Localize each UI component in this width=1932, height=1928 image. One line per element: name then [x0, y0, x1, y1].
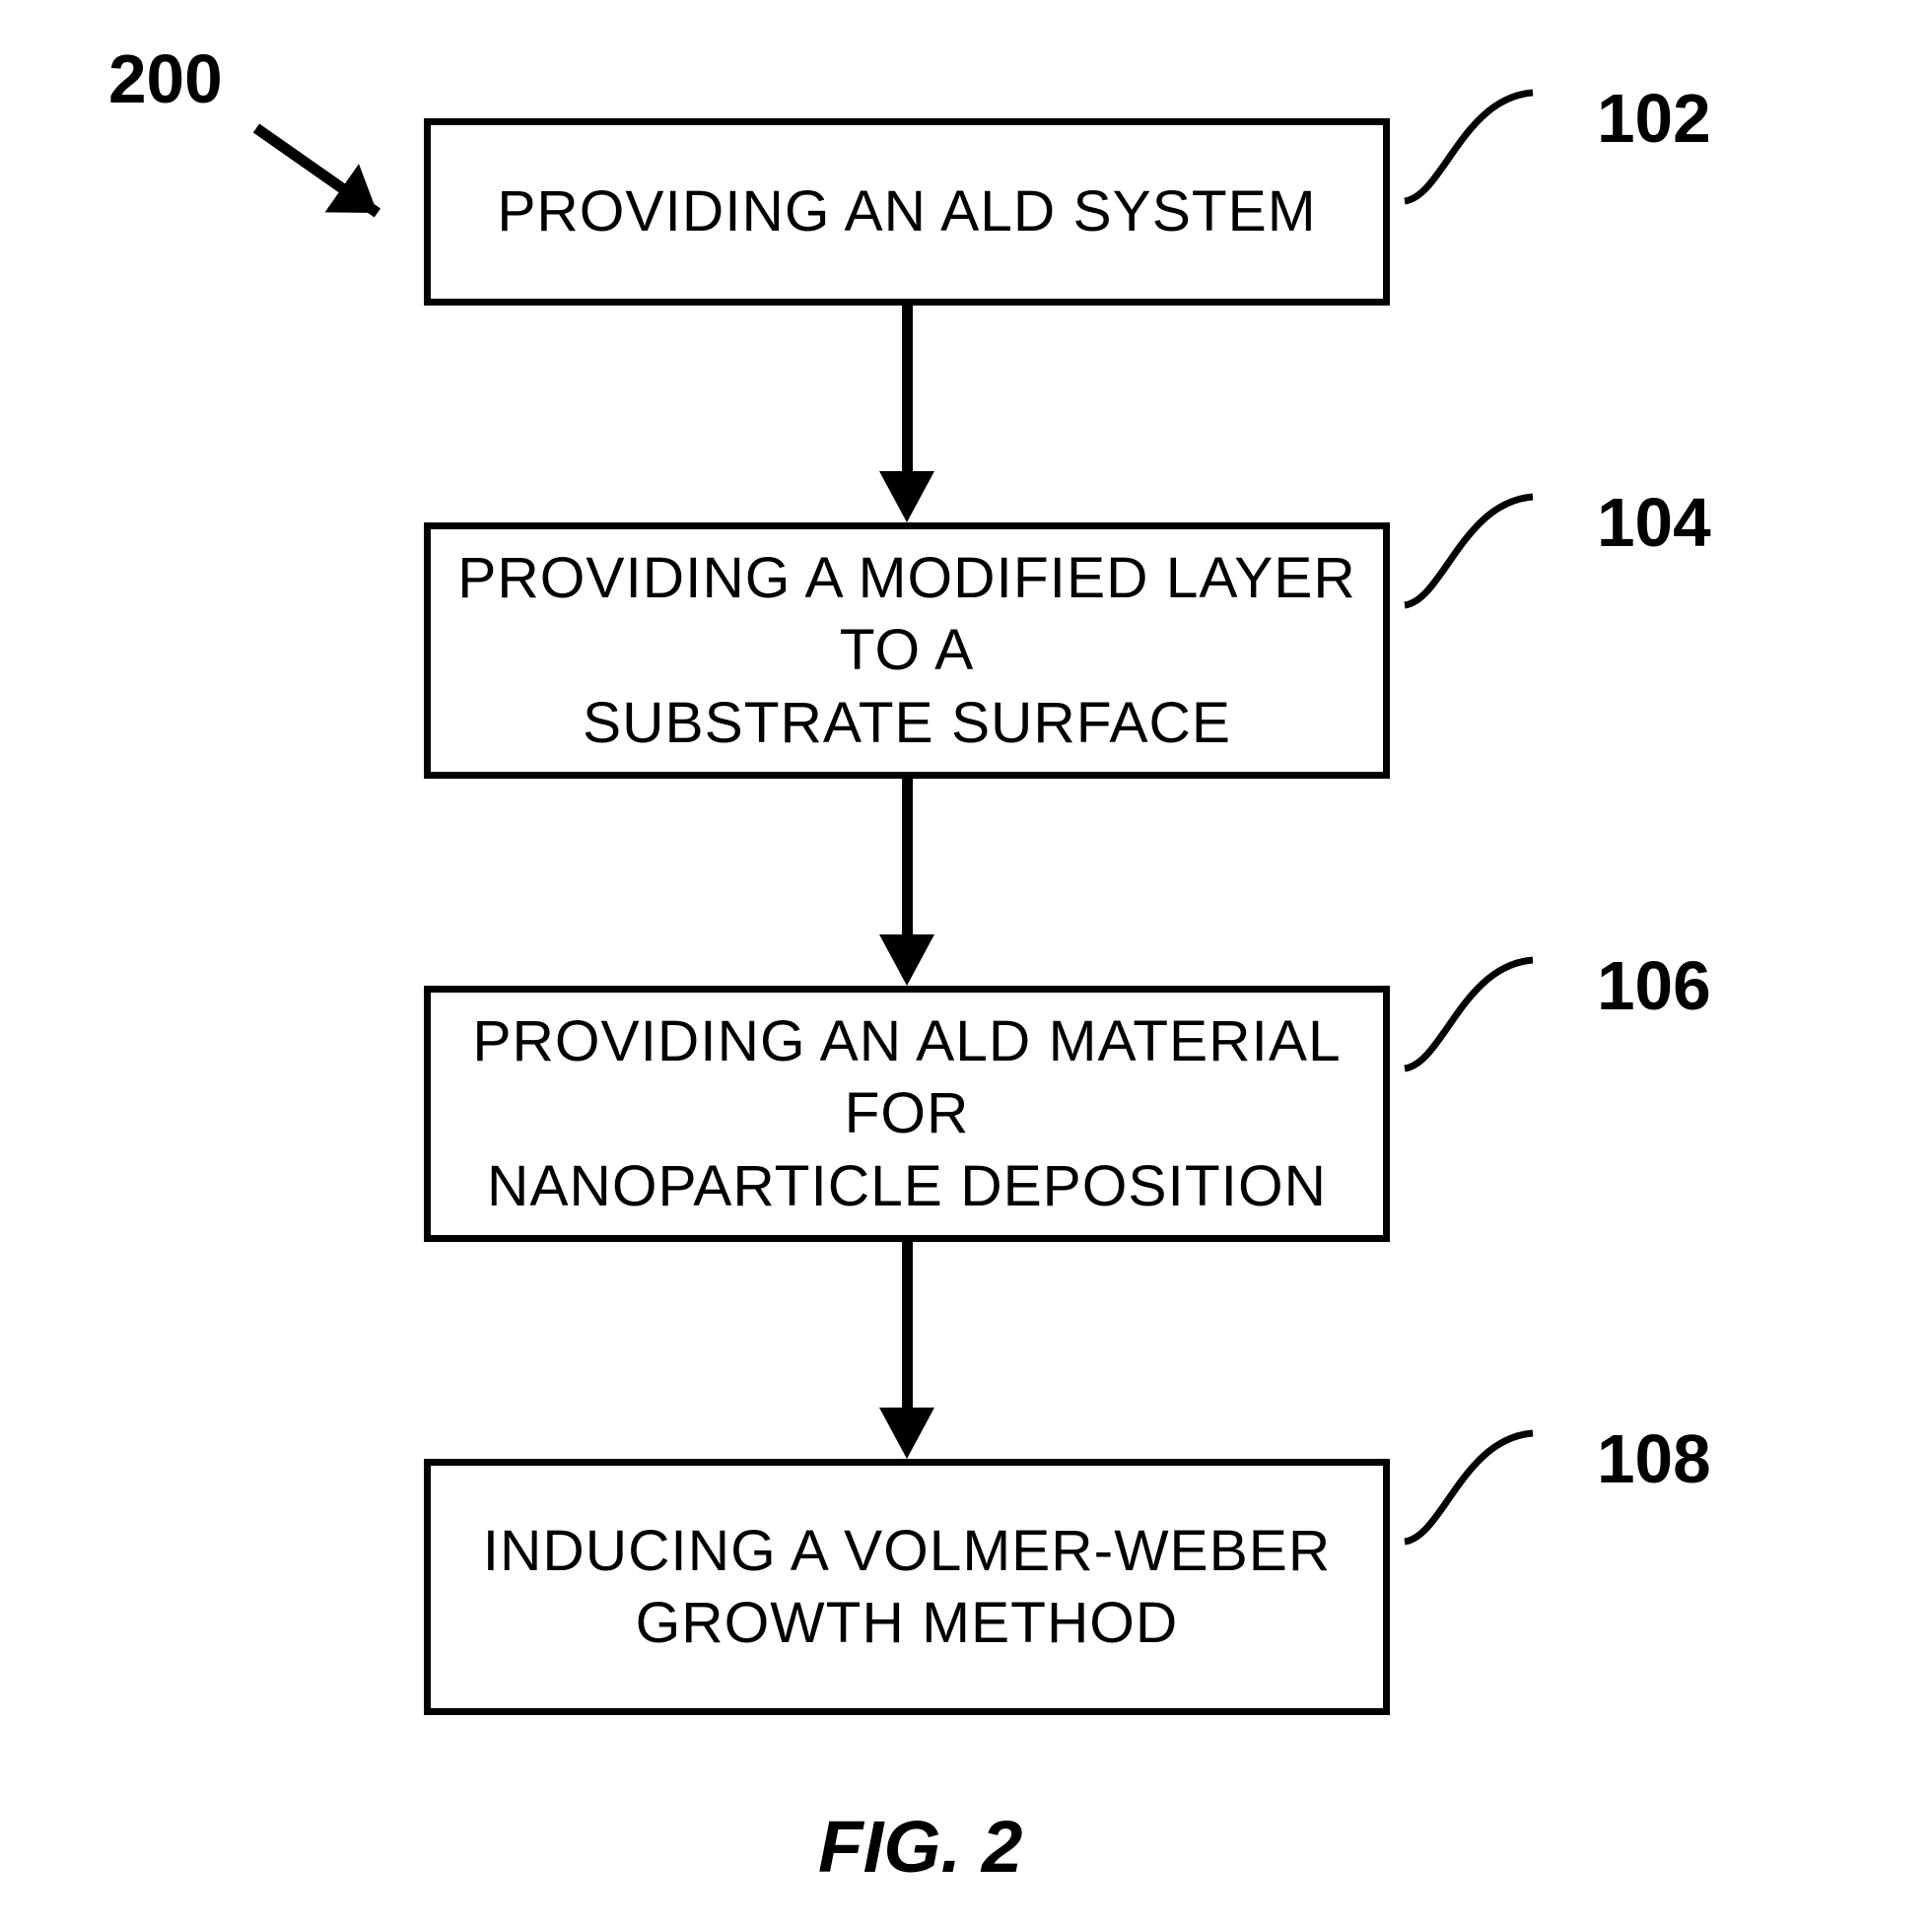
flow-arrow-3 — [902, 1242, 913, 1408]
flowchart-step-106: PROVIDING AN ALD MATERIAL FOR NANOPARTIC… — [424, 986, 1390, 1242]
flowchart-step-108: INDUCING A VOLMER-WEBER GROWTH METHOD — [424, 1459, 1390, 1715]
flow-arrow-head-1 — [879, 471, 934, 522]
flow-arrow-1 — [902, 306, 913, 471]
flow-arrow-head-2 — [879, 934, 934, 986]
flowchart-step-text: INDUCING A VOLMER-WEBER GROWTH METHOD — [483, 1515, 1332, 1660]
step-ref-106: 106 — [1597, 946, 1711, 1025]
step-ref-108: 108 — [1597, 1419, 1711, 1498]
figure-number: 200 — [108, 39, 223, 118]
flowchart-step-text: PROVIDING AN ALD MATERIAL FOR NANOPARTIC… — [431, 1005, 1383, 1222]
flowchart-step-text: PROVIDING A MODIFIED LAYER TO A SUBSTRAT… — [431, 542, 1383, 759]
ref-connector-106 — [1385, 940, 1552, 1088]
figure-caption: FIG. 2 — [818, 1804, 1022, 1889]
flow-arrow-2 — [902, 779, 913, 934]
ref-connector-104 — [1385, 477, 1552, 625]
ref-connector-102 — [1385, 73, 1552, 221]
flowchart-step-text: PROVIDING AN ALD SYSTEM — [497, 175, 1316, 247]
figure-number-pointer — [237, 108, 444, 315]
flowchart-step-104: PROVIDING A MODIFIED LAYER TO A SUBSTRAT… — [424, 522, 1390, 779]
step-ref-102: 102 — [1597, 79, 1711, 158]
step-ref-104: 104 — [1597, 483, 1711, 562]
flow-arrow-head-3 — [879, 1408, 934, 1459]
ref-connector-108 — [1385, 1413, 1552, 1561]
flowchart-canvas: 200 PROVIDING AN ALD SYSTEM 102 PROVIDING A… — [0, 0, 1932, 1928]
flowchart-step-102: PROVIDING AN ALD SYSTEM — [424, 118, 1390, 306]
